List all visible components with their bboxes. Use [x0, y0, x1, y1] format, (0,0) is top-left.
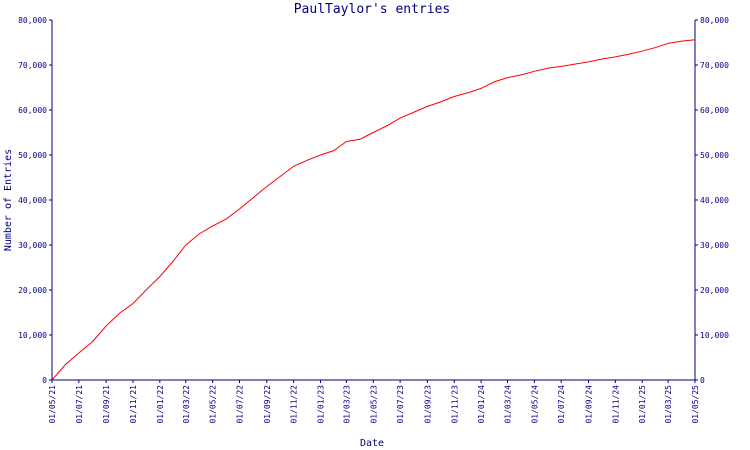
y-tick-label-left: 10,000 [18, 331, 47, 340]
y-tick-label-left: 60,000 [18, 106, 47, 115]
y-tick-label-left: 50,000 [18, 151, 47, 160]
y-tick-label-right: 30,000 [700, 241, 729, 250]
x-tick-label: 01/09/21 [102, 385, 111, 424]
y-tick-label-left: 20,000 [18, 286, 47, 295]
x-tick-label: 01/03/23 [342, 385, 351, 424]
x-tick-label: 01/11/24 [611, 385, 620, 424]
series-line [51, 39, 696, 381]
x-tick-label: 01/07/21 [75, 385, 84, 424]
x-tick-label: 01/03/25 [664, 385, 673, 424]
y-tick-label-left: 40,000 [18, 196, 47, 205]
y-tick-label-left: 70,000 [18, 61, 47, 70]
x-tick-label: 01/01/23 [316, 385, 325, 424]
x-tick-label: 01/07/24 [557, 385, 566, 424]
x-tick-label: 01/01/22 [156, 385, 165, 424]
x-tick-label: 01/11/23 [450, 385, 459, 424]
x-tick-label: 01/03/22 [182, 385, 191, 424]
y-axis-label: Number of Entries [3, 149, 14, 251]
y-tick-label-right: 60,000 [700, 106, 729, 115]
x-tick-label: 01/09/24 [584, 385, 593, 424]
chart-title: PaulTaylor's entries [294, 2, 451, 17]
x-tick-label: 01/07/22 [235, 385, 244, 424]
x-tick-label: 01/05/21 [48, 385, 57, 424]
ticks: 0 0 10,000 10,000 20,000 20,000 30,000 30,000 40… [18, 16, 729, 424]
y-tick-label-left: 0 [42, 376, 47, 385]
y-tick-label-right: 40,000 [700, 196, 729, 205]
x-tick-label: 01/09/23 [423, 385, 432, 424]
y-tick-label-right: 50,000 [700, 151, 729, 160]
x-tick-label: 01/01/24 [477, 385, 486, 424]
axes [51, 20, 696, 381]
y-tick-label-right: 10,000 [700, 331, 729, 340]
x-tick-label: 01/01/25 [638, 385, 647, 424]
y-tick-label-right: 0 [700, 376, 705, 385]
x-tick-label: 01/05/22 [209, 385, 218, 424]
series-layer [51, 39, 696, 381]
x-tick-label: 01/03/24 [504, 385, 513, 424]
y-tick-label-right: 70,000 [700, 61, 729, 70]
y-tick-label-right: 80,000 [700, 16, 729, 25]
y-tick-label-left: 80,000 [18, 16, 47, 25]
x-axis-label: Date [360, 438, 384, 449]
x-tick-label: 01/05/24 [530, 385, 539, 424]
x-tick-label: 01/05/25 [691, 385, 700, 424]
x-tick-label: 01/11/21 [129, 385, 138, 424]
y-tick-label-right: 20,000 [700, 286, 729, 295]
x-tick-label: 01/05/23 [369, 385, 378, 424]
x-tick-label: 01/09/22 [263, 385, 272, 424]
x-tick-label: 01/11/22 [290, 385, 299, 424]
x-tick-label: 01/07/23 [396, 385, 405, 424]
y-tick-label-left: 30,000 [18, 241, 47, 250]
